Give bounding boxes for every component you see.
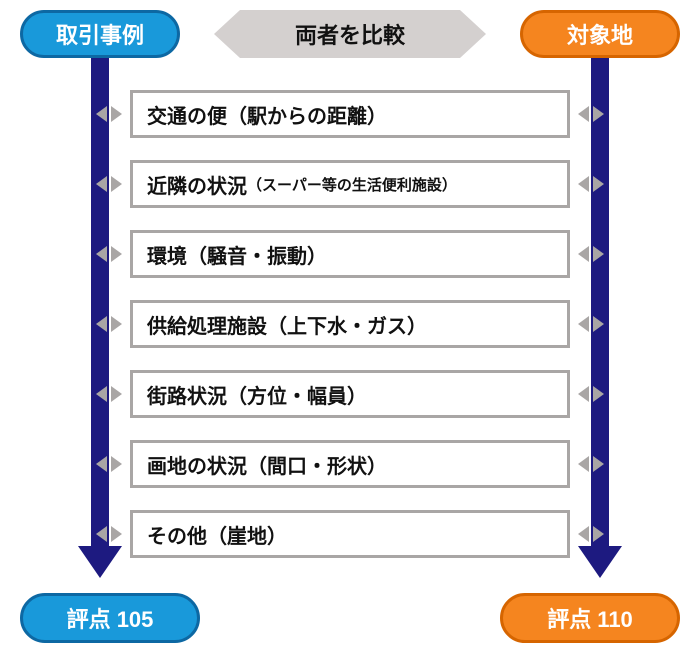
comparison-diagram: 取引事例 対象地 両者を比較 交通の便（駅からの距離） 近隣の状況（スーパー等の生… [0,0,700,661]
compare-tri-right [460,10,486,58]
criteria-box: 供給処理施設（上下水・ガス） [130,300,570,348]
criteria-box: 環境（騒音・振動） [130,230,570,278]
criteria-label: 街路状況（方位・幅員） [147,380,367,409]
left-source-pill: 取引事例 [20,10,180,58]
criteria-box: 街路状況（方位・幅員） [130,370,570,418]
row-arrows-right [578,386,604,402]
right-score-pill: 評点 110 [500,593,680,643]
criteria-row: 環境（騒音・振動） [130,230,570,278]
criteria-row: 供給処理施設（上下水・ガス） [130,300,570,348]
criteria-sublabel: （スーパー等の生活便利施設） [247,174,457,195]
row-arrows-left [96,456,122,472]
criteria-row: 交通の便（駅からの距離） [130,90,570,138]
criteria-label: 画地の状況（間口・形状） [147,450,387,479]
row-arrows-left [96,386,122,402]
row-arrows-right [578,106,604,122]
criteria-label: 供給処理施設（上下水・ガス） [147,310,427,339]
row-arrows-right [578,316,604,332]
row-arrows-left [96,106,122,122]
compare-label-box: 両者を比較 [240,10,460,58]
criteria-label: 近隣の状況 [147,170,247,199]
row-arrows-left [96,176,122,192]
criteria-label: 環境（騒音・振動） [147,240,327,269]
criteria-row: 近隣の状況（スーパー等の生活便利施設） [130,160,570,208]
row-arrows-right [578,526,604,542]
row-arrows-left [96,316,122,332]
criteria-box: 交通の便（駅からの距離） [130,90,570,138]
criteria-label: その他（崖地） [147,520,287,549]
criteria-list: 交通の便（駅からの距離） 近隣の状況（スーパー等の生活便利施設） 環境（騒音・振動）… [130,90,570,558]
criteria-row: 街路状況（方位・幅員） [130,370,570,418]
left-score-pill: 評点 105 [20,593,200,643]
row-arrows-right [578,456,604,472]
compare-tri-left [214,10,240,58]
right-target-pill: 対象地 [520,10,680,58]
criteria-box: 画地の状況（間口・形状） [130,440,570,488]
criteria-box: その他（崖地） [130,510,570,558]
row-arrows-right [578,246,604,262]
row-arrows-left [96,526,122,542]
row-arrows-left [96,246,122,262]
row-arrows-right [578,176,604,192]
criteria-row: 画地の状況（間口・形状） [130,440,570,488]
criteria-row: その他（崖地） [130,510,570,558]
criteria-box: 近隣の状況（スーパー等の生活便利施設） [130,160,570,208]
criteria-label: 交通の便（駅からの距離） [147,100,387,129]
